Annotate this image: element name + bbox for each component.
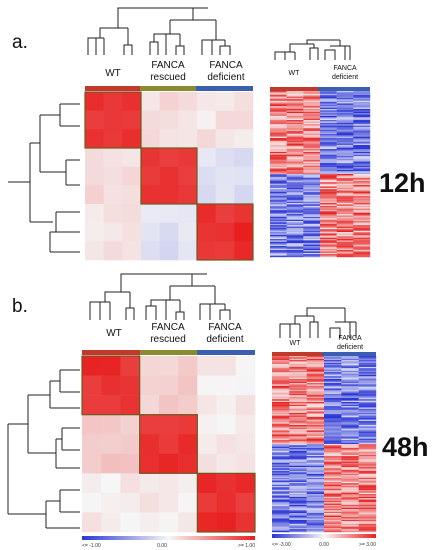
expr-b-deficient-bar — [322, 352, 376, 356]
panel-a-left-dendrogram — [8, 103, 80, 253]
panel-a-expr-dendrogram — [274, 39, 351, 60]
corr-color-scale — [82, 536, 255, 540]
panel-b-expr-dendrogram — [279, 307, 357, 338]
expr-a-wt-bar — [270, 87, 318, 91]
corr-a-group-2-line1: FANCA — [151, 60, 185, 71]
expression-heatmap-a — [270, 91, 371, 258]
expr-scale-mid: 0.00 — [319, 542, 329, 548]
expr-a-group-1-line1: WT — [289, 70, 301, 77]
expr-scale-min: <= -3.00 — [272, 542, 291, 548]
expr-b-wt-bar — [272, 352, 322, 356]
panel-a: a. WT FANCA rescued FANCA deficient WT F… — [8, 7, 426, 261]
time-label-48h: 48h — [382, 432, 429, 462]
corr-a-rescued-bar — [140, 86, 196, 91]
expr-a-group-2-line1: FANCA — [333, 65, 357, 72]
panel-a-top-dendrogram — [87, 7, 231, 55]
corr-a-group-3-line1: FANCA — [209, 60, 243, 71]
panel-a-label: a. — [12, 32, 28, 53]
panel-b-top-dendrogram — [89, 273, 231, 320]
expr-b-group-1-line1: WT — [290, 340, 302, 347]
panel-b: b. WT FANCA rescued FANCA deficient — [7, 273, 429, 549]
corr-b-rescued-bar — [140, 350, 197, 355]
corr-b-group-2-line2: rescued — [150, 334, 186, 345]
corr-b-deficient-bar — [197, 350, 255, 355]
correlation-heatmap-a — [84, 91, 254, 261]
panel-b-label: b. — [12, 296, 28, 317]
correlation-heatmap-b — [81, 355, 256, 533]
expression-heatmap-b — [272, 356, 377, 533]
corr-a-group-1-line1: WT — [105, 68, 121, 79]
expr-scale-max: >= 3.00 — [359, 542, 376, 548]
expr-b-group-2-line2: deficient — [337, 344, 363, 351]
corr-b-group-2-line1: FANCA — [151, 322, 185, 333]
corr-a-wt-bar — [85, 86, 140, 91]
time-label-12h: 12h — [379, 168, 426, 198]
expr-b-group-2-line1: FANCA — [338, 335, 362, 342]
corr-scale-mid: 0.00 — [157, 543, 167, 549]
corr-scale-min: <= -1.00 — [82, 543, 101, 549]
corr-b-group-1-line1: WT — [106, 328, 122, 339]
expr-color-scale — [272, 534, 376, 538]
corr-b-group-3-line2: deficient — [206, 334, 243, 345]
corr-scale-max: >= 1.00 — [238, 543, 255, 549]
corr-b-wt-bar — [82, 350, 140, 355]
corr-a-group-2-line2: rescued — [150, 72, 186, 83]
corr-a-deficient-bar — [196, 86, 253, 91]
panel-b-left-dendrogram — [7, 369, 80, 529]
corr-a-group-3-line2: deficient — [207, 72, 244, 83]
expr-a-deficient-bar — [318, 87, 370, 91]
expr-a-group-2-line2: deficient — [332, 74, 358, 81]
corr-b-group-3-line1: FANCA — [208, 322, 242, 333]
